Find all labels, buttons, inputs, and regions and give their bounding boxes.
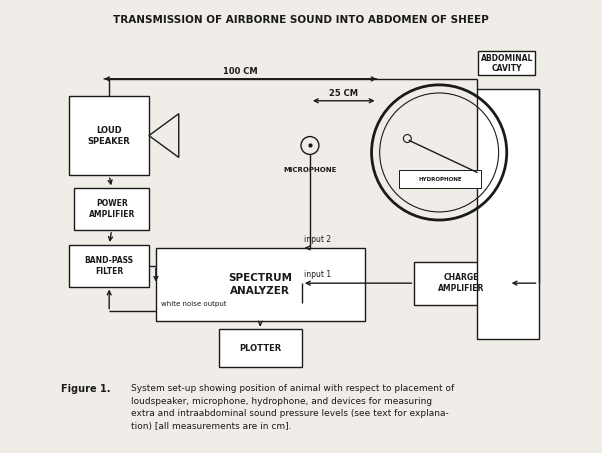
Bar	[477, 89, 539, 339]
Text: input 1: input 1	[304, 270, 331, 279]
Bar	[69, 96, 149, 175]
Text: Figure 1.: Figure 1.	[61, 384, 111, 394]
Bar	[399, 170, 481, 188]
Bar	[69, 245, 149, 287]
Text: SPECTRUM
ANALYZER: SPECTRUM ANALYZER	[228, 274, 292, 296]
Text: 100 CM: 100 CM	[223, 67, 258, 76]
Text: MICROPHONE: MICROPHONE	[284, 167, 337, 173]
Text: white noise output: white noise output	[161, 300, 226, 307]
Text: System set-up showing position of animal with respect to placement of
loudspeake: System set-up showing position of animal…	[131, 384, 455, 430]
Bar	[156, 248, 365, 322]
Text: CHARGE
AMPLIFIER: CHARGE AMPLIFIER	[438, 273, 485, 293]
Bar	[219, 329, 302, 367]
Text: ABDOMINAL
CAVITY: ABDOMINAL CAVITY	[480, 53, 533, 73]
Text: 25 CM: 25 CM	[329, 89, 358, 98]
Bar	[75, 188, 149, 230]
Text: LOUD
SPEAKER: LOUD SPEAKER	[88, 125, 131, 145]
Text: PLOTTER: PLOTTER	[239, 344, 281, 353]
Text: HYDROPHONE: HYDROPHONE	[418, 177, 462, 182]
Text: input 2: input 2	[304, 235, 331, 244]
Bar	[414, 262, 509, 304]
Text: POWER
AMPLIFIER: POWER AMPLIFIER	[88, 199, 135, 219]
Text: TRANSMISSION OF AIRBORNE SOUND INTO ABDOMEN OF SHEEP: TRANSMISSION OF AIRBORNE SOUND INTO ABDO…	[113, 15, 489, 25]
Text: BAND-PASS
FILTER: BAND-PASS FILTER	[85, 255, 134, 276]
